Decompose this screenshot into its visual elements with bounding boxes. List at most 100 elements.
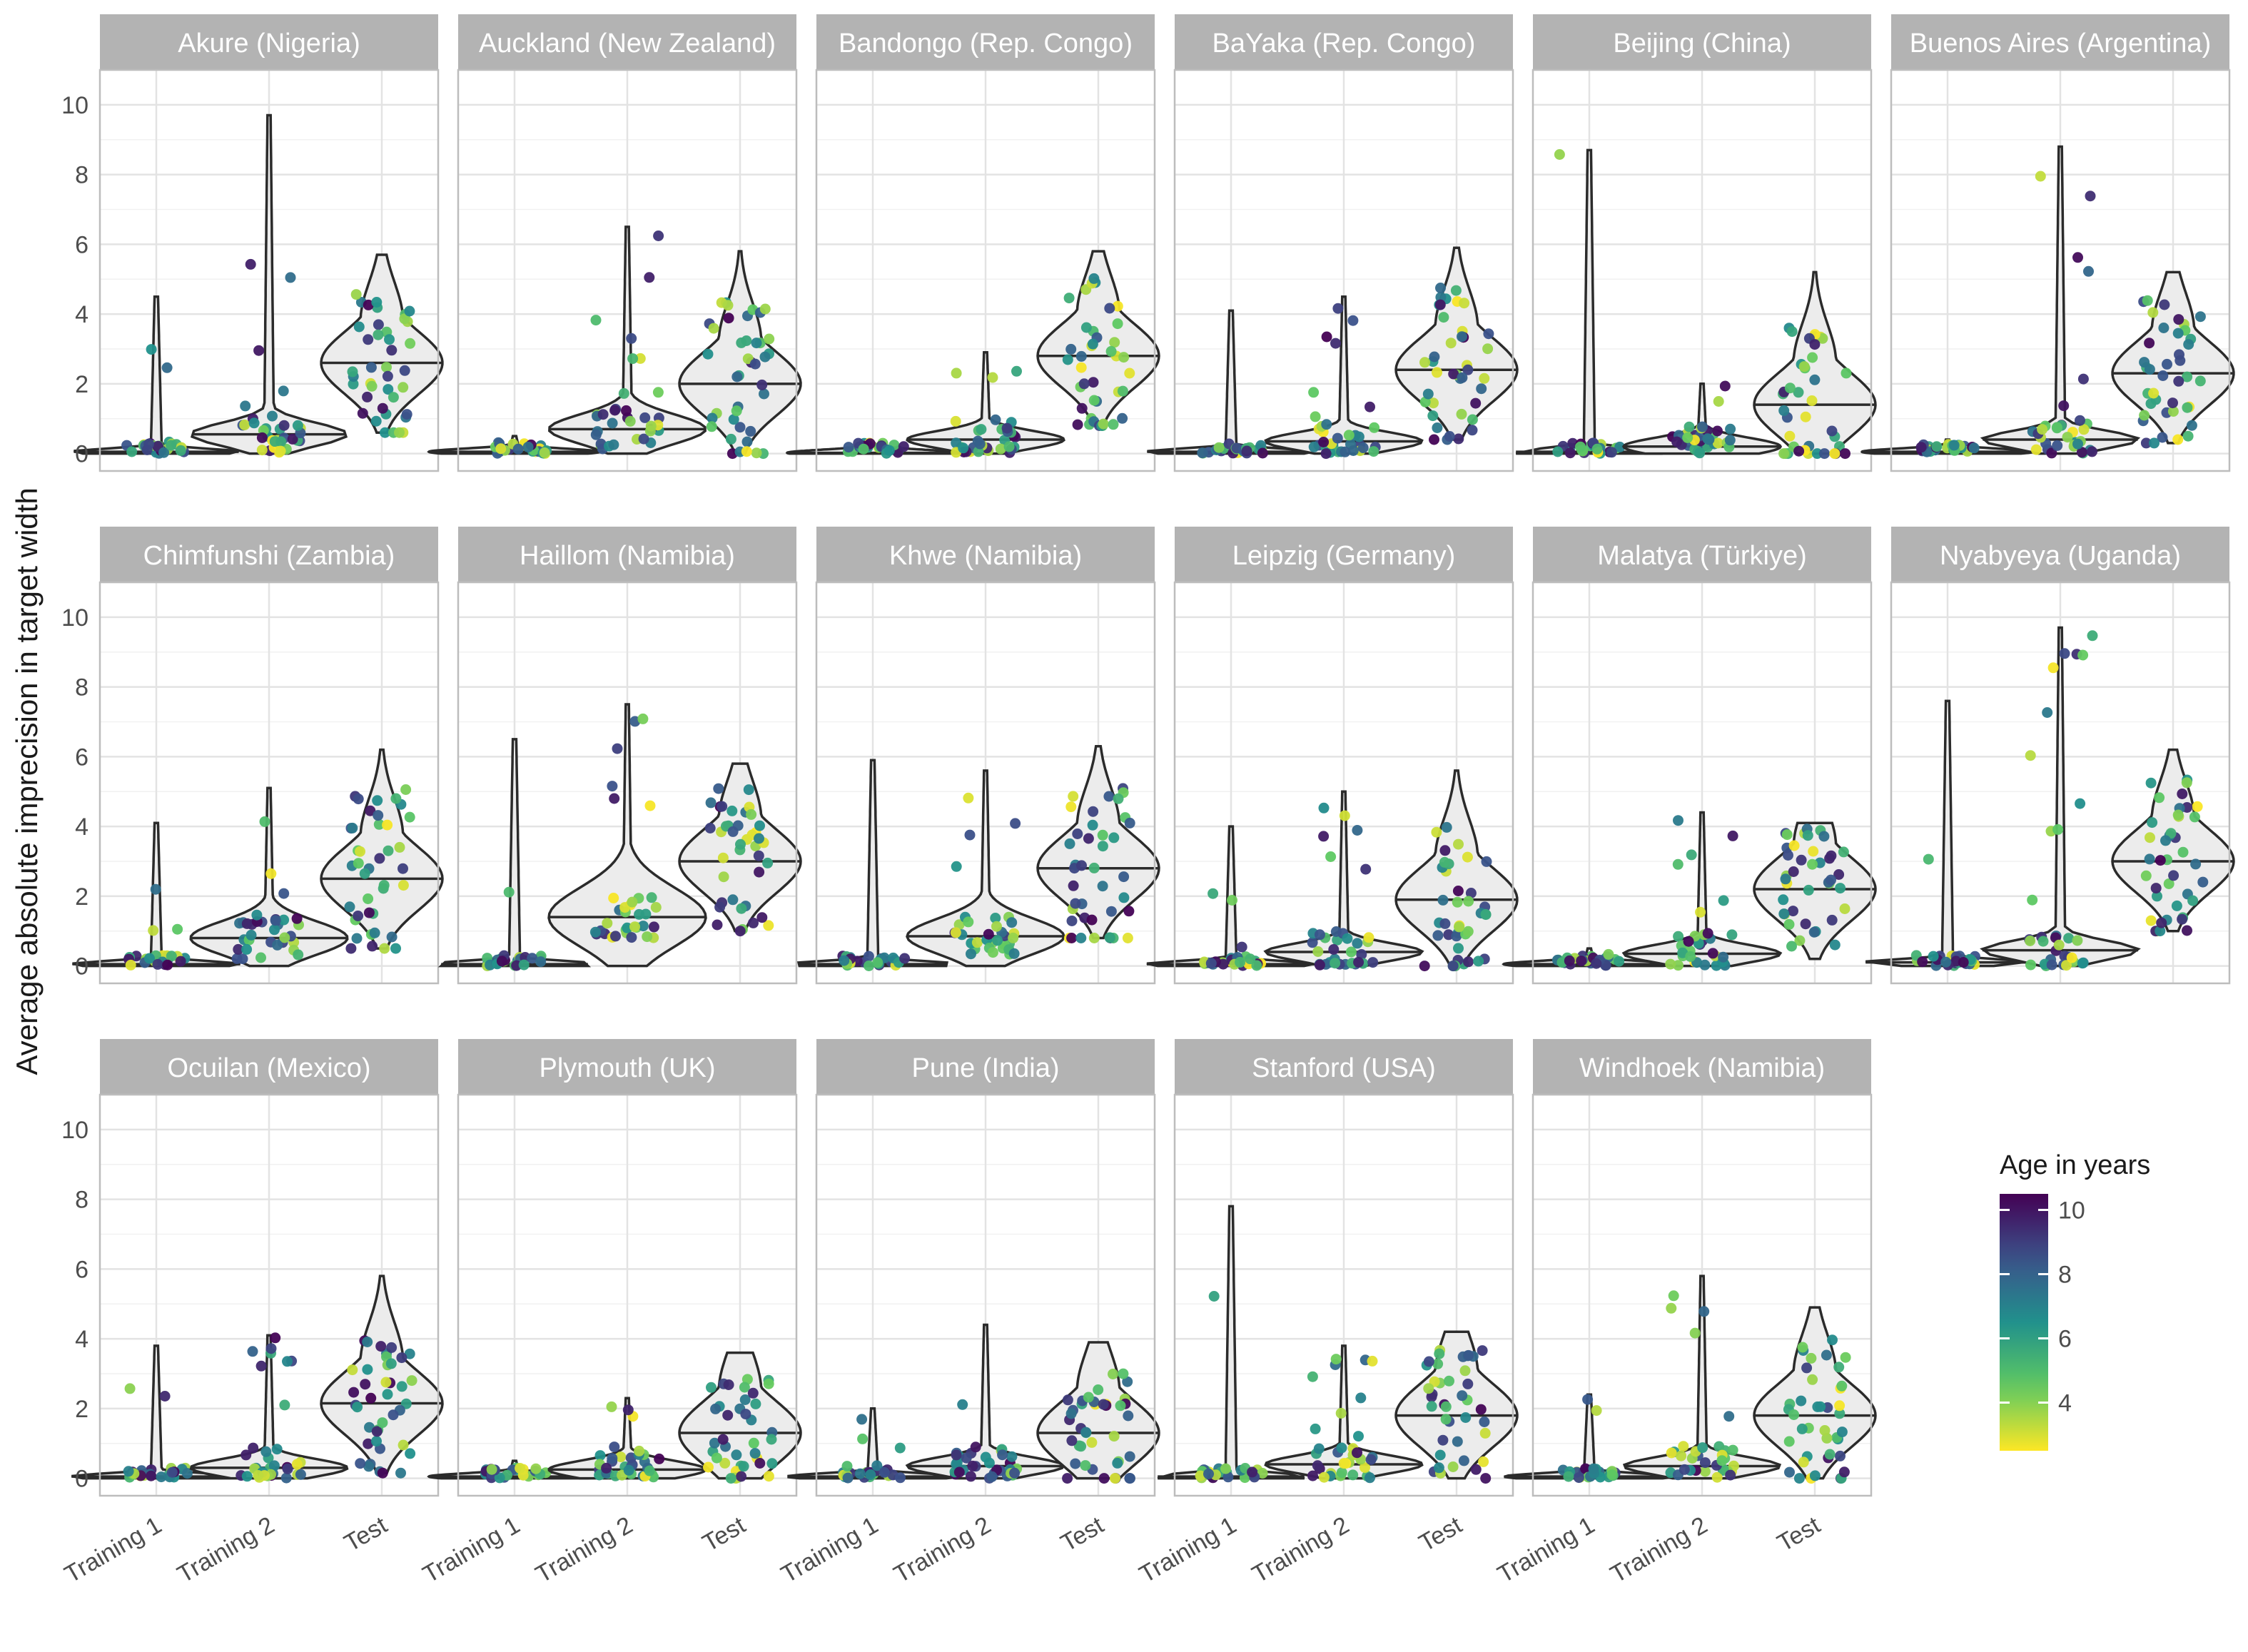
data-point — [1118, 1368, 1129, 1379]
data-point — [1470, 397, 1482, 409]
data-point — [396, 1352, 407, 1364]
facet-panel: Akure (Nigeria) 0 2 4 6 8 10 — [61, 14, 444, 472]
violin-shape — [1157, 1205, 1305, 1480]
data-point — [1685, 951, 1696, 962]
data-point — [1065, 801, 1077, 813]
data-point — [1806, 395, 1818, 406]
data-point — [400, 784, 412, 795]
data-point — [2160, 835, 2171, 846]
data-point — [1104, 932, 1115, 943]
data-point — [1075, 1441, 1087, 1452]
data-point — [2037, 936, 2049, 947]
data-point — [634, 353, 646, 364]
data-point — [983, 928, 994, 940]
data-point — [401, 409, 412, 420]
data-point — [871, 1460, 883, 1471]
data-point — [1426, 1391, 1437, 1402]
data-point — [746, 809, 757, 820]
data-point — [642, 931, 653, 943]
data-point — [708, 323, 719, 334]
data-point — [380, 427, 390, 438]
data-point — [2158, 323, 2169, 333]
data-point — [1829, 448, 1841, 460]
violin-shape — [74, 295, 239, 455]
data-point — [1915, 442, 1927, 453]
data-point — [717, 801, 728, 812]
panel-border — [1890, 69, 2231, 472]
data-point — [1357, 442, 1369, 453]
data-point — [377, 1467, 388, 1479]
data-point — [1450, 285, 1462, 296]
data-point — [612, 743, 623, 754]
data-point — [2177, 789, 2188, 799]
data-point — [971, 937, 983, 948]
data-point — [1676, 1450, 1687, 1461]
data-point — [1724, 435, 1736, 446]
data-point — [1778, 405, 1790, 416]
data-point — [172, 923, 183, 935]
data-point — [1447, 1461, 1459, 1472]
data-point — [958, 442, 969, 454]
data-point — [2172, 809, 2184, 821]
data-point — [705, 797, 717, 809]
facet-strip — [458, 1039, 796, 1095]
data-point — [285, 272, 296, 283]
data-point — [1314, 959, 1325, 971]
data-point — [1062, 1473, 1073, 1484]
data-point — [1834, 1400, 1846, 1412]
data-point — [2087, 446, 2097, 457]
data-point — [756, 379, 768, 390]
data-point — [1819, 448, 1830, 460]
data-point — [1459, 1365, 1471, 1377]
data-point — [1087, 338, 1098, 350]
violin-shape — [190, 113, 348, 455]
data-point — [1457, 331, 1467, 343]
data-point — [1439, 856, 1450, 868]
data-point — [251, 909, 263, 921]
data-point — [1839, 903, 1850, 914]
data-point — [1793, 387, 1804, 398]
data-point — [1320, 448, 1332, 460]
data-point — [255, 1360, 267, 1372]
data-point — [248, 417, 260, 429]
data-point — [1422, 388, 1434, 400]
data-point — [2059, 648, 2070, 659]
data-point — [295, 1469, 306, 1480]
data-point — [126, 446, 138, 457]
data-point — [1818, 831, 1830, 842]
data-point — [1836, 1427, 1848, 1438]
violin-shape — [547, 703, 707, 968]
data-point — [2147, 817, 2158, 828]
data-point — [1321, 419, 1332, 430]
data-point — [634, 1445, 645, 1456]
data-point — [857, 1433, 869, 1444]
data-point — [1353, 431, 1365, 442]
data-point — [1429, 351, 1440, 363]
y-tick-label: 8 — [75, 674, 88, 701]
data-point — [706, 421, 717, 432]
y-tick-label: 6 — [75, 1256, 88, 1283]
data-point — [898, 441, 909, 452]
data-point — [1672, 858, 1684, 870]
data-point — [754, 866, 765, 878]
data-point — [608, 893, 619, 903]
data-point — [233, 943, 244, 955]
data-point — [2072, 438, 2083, 450]
facet-panel: Ocuilan (Mexico) 0 2 4 6 8 10 Training 1 Trainin… — [60, 1039, 444, 1588]
data-point — [1365, 1472, 1375, 1484]
data-point — [1080, 1460, 1091, 1471]
data-point — [2037, 424, 2048, 435]
data-point — [1314, 929, 1325, 941]
data-point — [1838, 1466, 1850, 1478]
y-tick-label: 6 — [75, 231, 88, 258]
data-point — [373, 319, 384, 330]
data-point — [175, 956, 186, 967]
data-point — [1958, 957, 1969, 968]
data-point — [618, 387, 629, 399]
data-point — [1075, 350, 1087, 362]
facet-strip — [1891, 14, 2229, 70]
data-point — [1826, 874, 1836, 886]
data-point — [727, 826, 739, 837]
data-point — [2075, 798, 2086, 809]
